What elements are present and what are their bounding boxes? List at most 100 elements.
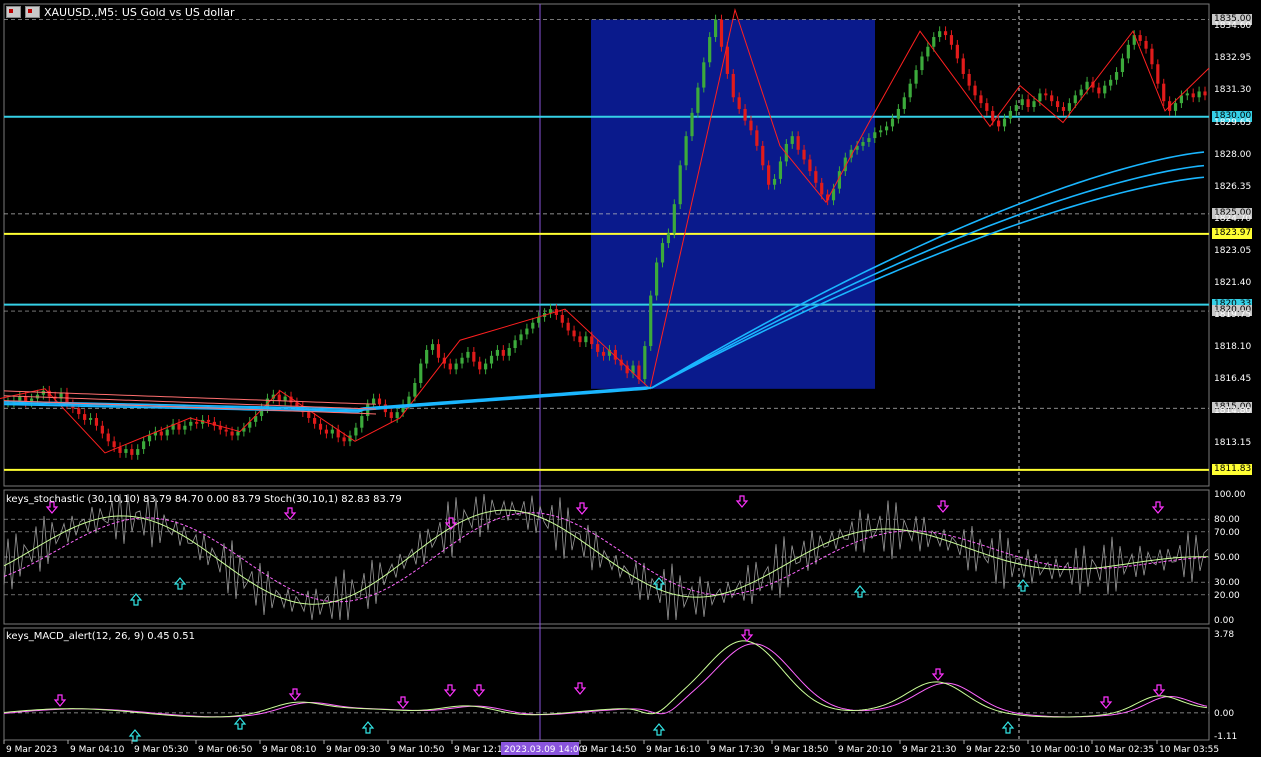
stoch-buy-arrow-icon [853,585,867,598]
macd-sell-arrow-icon [573,682,587,695]
candle-body [484,363,488,370]
candle-body [1032,101,1036,108]
candle-body [920,56,924,71]
candle-body [737,97,741,109]
candle-body [631,365,635,374]
time-axis-label: 10 Mar 00:10 [1030,745,1090,755]
price-axis-label: 1834.60 [1214,21,1252,32]
candle-body [607,349,612,356]
candle-body [702,62,706,88]
candle-body [902,97,906,109]
candle-body [454,363,458,370]
candle-body [973,85,977,96]
stoch-buy-arrow-icon [129,593,143,606]
candle-body [1061,107,1066,111]
candle-body [259,408,264,417]
candle-body [1008,110,1013,119]
candle-body [731,73,735,98]
candle-body [29,398,34,403]
candle-body [1038,93,1042,102]
candle-body [1014,105,1018,111]
candle-body [336,429,340,438]
candle-body [248,421,252,428]
candle-body [649,295,653,347]
candle-body [159,431,163,436]
candle-body [147,435,152,442]
time-axis-label: 9 Mar 10:50 [390,745,445,755]
candle-body [59,392,63,399]
time-axis-label: 9 Mar 2023 [6,745,57,755]
candle-body [743,108,747,121]
moving-average-1 [3,164,1205,412]
candle-body [537,316,541,323]
candle-body [926,46,930,57]
candle-body [1020,99,1024,106]
time-axis-label: 9 Mar 20:10 [838,745,893,755]
macd-sell-arrow-icon [396,696,410,709]
stoch-main-line [3,509,1209,605]
candle-body [761,145,765,166]
macd-axis-label: 3.78 [1214,630,1234,640]
candle-body [655,262,659,296]
macd-sell-arrow-icon [53,694,67,707]
candle-body [466,351,470,358]
candle-body [395,412,399,418]
candle-body [1079,89,1083,96]
candle-body [425,349,429,364]
candle-body [1179,95,1184,104]
candle-body [696,87,700,113]
stoch-sell-arrow-icon [735,495,749,508]
candle-body [855,145,859,150]
price-axis-label: 1819.75 [1214,309,1252,320]
candle-body [1132,35,1136,45]
candle-body [949,35,954,45]
candle-body [997,120,1001,127]
candle-body [672,204,676,234]
candle-body [879,130,883,133]
main-chart-frame [3,3,1210,487]
candle-body [513,340,517,349]
candle-body [254,416,258,422]
stoch-sell-arrow-icon [45,501,59,514]
candle-body [401,404,405,413]
candle-body [914,70,918,84]
candle-body [88,417,93,420]
candle-body [171,423,175,430]
candle-body [360,416,364,428]
candle-body [896,108,900,119]
candle-body [354,427,358,436]
stoch-sell-arrow-icon [575,502,589,515]
candle-body [77,408,81,415]
candle-body [861,141,865,146]
macd-label: keys_MACD_alert(12, 26, 9) 0.45 0.51 [6,631,195,642]
macd-buy-arrow-icon [233,717,247,730]
candle-body [478,361,482,370]
time-highlight-box [501,742,579,755]
candle-body [826,194,830,201]
candle-body [802,149,806,160]
stoch-buy-arrow-icon [173,577,187,590]
candle-body [271,394,275,399]
candle-body [389,412,393,418]
candle-body [938,31,942,38]
candle-body [908,83,912,98]
candle-body [318,423,323,430]
candle-body [873,132,877,139]
candle-body [1067,103,1071,111]
candle-body [330,429,334,434]
moving-average-0 [3,151,1205,413]
candle-body [218,425,222,430]
candle-body [690,112,694,137]
stoch-raw-line [3,493,1209,621]
stochastic-label: keys_stochastic (30,10,10) 83.79 84.70 0… [6,494,402,505]
candle-body [884,126,889,131]
candle-body [313,417,317,424]
candle-body [183,425,187,430]
candle-body [820,182,824,195]
stoch-sell-arrow-icon [283,507,297,520]
price-axis-label: 1824.70 [1214,213,1252,224]
candle-body [619,359,623,366]
ribbon-average-2 [3,400,377,415]
candle-body [767,165,771,185]
